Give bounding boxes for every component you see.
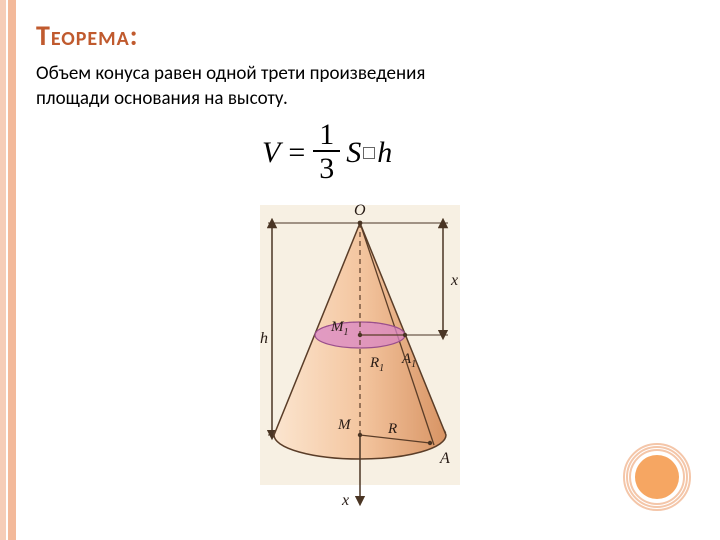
cone-diagram: O h x M1 R1 A1 M R A x: [230, 195, 490, 515]
stripe-c: [8, 0, 16, 540]
label-h: h: [260, 330, 268, 347]
formula-den: 3: [313, 152, 340, 185]
label-x-axis: x: [341, 492, 349, 509]
label-O: O: [354, 202, 366, 219]
body-line1: Объем конуса равен одной трети произведе…: [36, 62, 425, 85]
point-O: [358, 221, 363, 226]
theorem-title: Теорема:: [36, 18, 138, 53]
formula-num: 1: [313, 120, 340, 152]
left-stripe: [0, 0, 16, 540]
corner-decoration: [622, 442, 692, 512]
formula-V: V: [262, 136, 280, 170]
cone-svg: O h x M1 R1 A1 M R A x: [230, 195, 490, 515]
formula-S: S: [346, 136, 361, 170]
label-M: M: [337, 417, 352, 433]
body-line2: площади основания на высоту.: [36, 87, 288, 110]
formula-eq: =: [288, 136, 305, 170]
label-R: R: [387, 421, 397, 437]
label-A: A: [439, 450, 450, 467]
formula-square-placeholder: [363, 147, 375, 159]
point-M: [358, 433, 362, 437]
formula-h: h: [377, 136, 392, 170]
deco-disk: [635, 455, 679, 499]
label-x-top: x: [450, 272, 458, 289]
theorem-body: Объем конуса равен одной трети произведе…: [36, 62, 636, 111]
point-M1: [358, 333, 362, 337]
point-A1: [403, 333, 407, 337]
volume-formula: V = 1 3 S h: [262, 120, 392, 185]
point-A-on-base: [428, 441, 432, 445]
formula-fraction: 1 3: [313, 120, 340, 185]
